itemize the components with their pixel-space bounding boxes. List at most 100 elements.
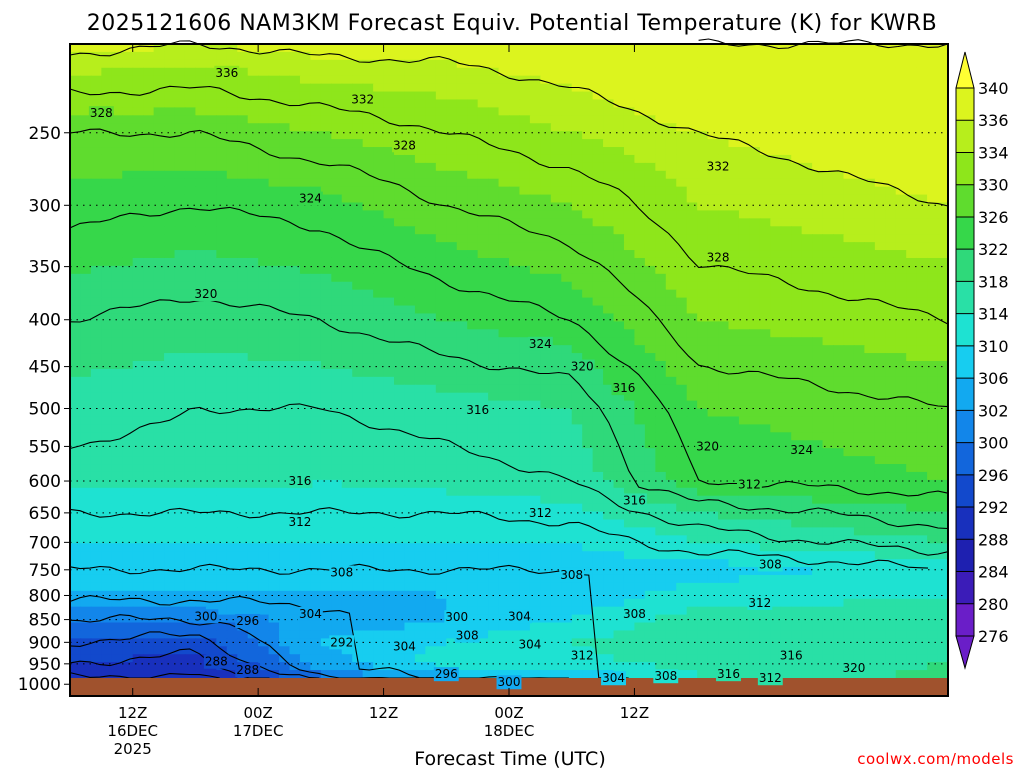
field-cell bbox=[268, 313, 280, 322]
field-cell bbox=[341, 115, 353, 124]
field-cell bbox=[132, 154, 144, 164]
field-cell bbox=[697, 178, 709, 188]
field-cell bbox=[237, 51, 249, 61]
field-cell bbox=[634, 432, 646, 441]
field-cell bbox=[383, 59, 395, 69]
field-cell bbox=[456, 289, 468, 299]
field-cell bbox=[937, 194, 949, 204]
field-cell bbox=[80, 44, 92, 53]
field-cell bbox=[164, 400, 176, 410]
field-cell bbox=[425, 408, 437, 418]
field-cell bbox=[634, 115, 646, 124]
field-cell bbox=[488, 147, 500, 156]
field-cell bbox=[613, 162, 625, 172]
field-cell bbox=[425, 503, 437, 513]
field-cell bbox=[697, 368, 709, 378]
field-cell bbox=[801, 313, 813, 322]
field-cell bbox=[509, 503, 521, 513]
field-cell bbox=[101, 139, 113, 148]
field-cell bbox=[498, 471, 510, 481]
field-cell bbox=[707, 83, 719, 93]
field-cell bbox=[770, 432, 782, 441]
field-cell bbox=[843, 273, 855, 283]
field-cell bbox=[853, 471, 865, 481]
field-cell bbox=[738, 289, 750, 299]
field-cell bbox=[362, 202, 374, 212]
field-cell bbox=[812, 464, 824, 473]
field-cell bbox=[770, 376, 782, 386]
field-cell bbox=[70, 297, 82, 307]
field-cell bbox=[676, 416, 688, 425]
field-cell bbox=[352, 432, 364, 441]
field-cell bbox=[205, 186, 217, 196]
field-cell bbox=[258, 170, 270, 180]
field-cell bbox=[582, 250, 594, 259]
field-cell bbox=[310, 91, 322, 101]
field-cell bbox=[718, 218, 730, 227]
field-cell bbox=[258, 479, 270, 489]
field-cell bbox=[216, 210, 228, 219]
field-cell bbox=[874, 400, 886, 410]
field-cell bbox=[258, 123, 270, 132]
field-cell bbox=[488, 321, 500, 330]
field-cell bbox=[634, 384, 646, 394]
field-cell bbox=[498, 250, 510, 259]
field-cell bbox=[665, 495, 677, 505]
field-cell bbox=[320, 59, 332, 69]
field-cell bbox=[310, 115, 322, 124]
field-cell bbox=[205, 139, 217, 148]
field-cell bbox=[299, 107, 311, 116]
field-cell bbox=[864, 147, 876, 156]
field-cell bbox=[414, 75, 426, 85]
field-cell bbox=[446, 313, 458, 322]
field-cell bbox=[362, 456, 374, 465]
field-cell bbox=[467, 281, 479, 291]
field-cell bbox=[665, 234, 677, 243]
field-cell bbox=[770, 297, 782, 307]
field-cell bbox=[122, 448, 134, 457]
field-cell bbox=[676, 376, 688, 386]
field-cell bbox=[812, 257, 824, 267]
field-cell bbox=[122, 115, 134, 124]
field-cell bbox=[686, 337, 698, 346]
field-cell bbox=[853, 361, 865, 370]
field-cell bbox=[665, 503, 677, 513]
field-cell bbox=[70, 361, 82, 370]
field-cell bbox=[927, 99, 939, 108]
field-cell bbox=[122, 210, 134, 219]
field-cell bbox=[143, 408, 155, 418]
field-cell bbox=[509, 107, 521, 116]
field-cell bbox=[373, 170, 385, 180]
field-cell bbox=[529, 416, 541, 425]
field-cell bbox=[467, 376, 479, 386]
field-cell bbox=[394, 432, 406, 441]
field-cell bbox=[341, 321, 353, 330]
field-cell bbox=[707, 67, 719, 77]
field-cell bbox=[864, 139, 876, 148]
field-cell bbox=[550, 471, 562, 481]
field-cell bbox=[279, 257, 291, 267]
field-cell bbox=[488, 313, 500, 322]
field-cell bbox=[404, 115, 416, 124]
field-cell bbox=[864, 59, 876, 69]
field-cell bbox=[184, 226, 197, 235]
field-cell bbox=[477, 464, 489, 473]
field-cell bbox=[70, 471, 82, 481]
field-cell bbox=[592, 495, 604, 505]
field-cell bbox=[780, 51, 792, 61]
field-cell bbox=[205, 123, 217, 132]
field-cell bbox=[383, 448, 395, 457]
field-cell bbox=[592, 329, 604, 338]
field-cell bbox=[101, 289, 113, 299]
field-cell bbox=[122, 59, 134, 69]
field-cell bbox=[498, 273, 510, 283]
field-cell bbox=[697, 257, 709, 267]
field-cell bbox=[509, 178, 521, 188]
field-cell bbox=[822, 384, 834, 394]
field-cell bbox=[153, 154, 165, 164]
field-cell bbox=[864, 131, 876, 140]
field-cell bbox=[686, 75, 698, 85]
field-cell bbox=[697, 131, 709, 140]
field-cell bbox=[174, 313, 186, 322]
field-cell bbox=[488, 392, 500, 402]
